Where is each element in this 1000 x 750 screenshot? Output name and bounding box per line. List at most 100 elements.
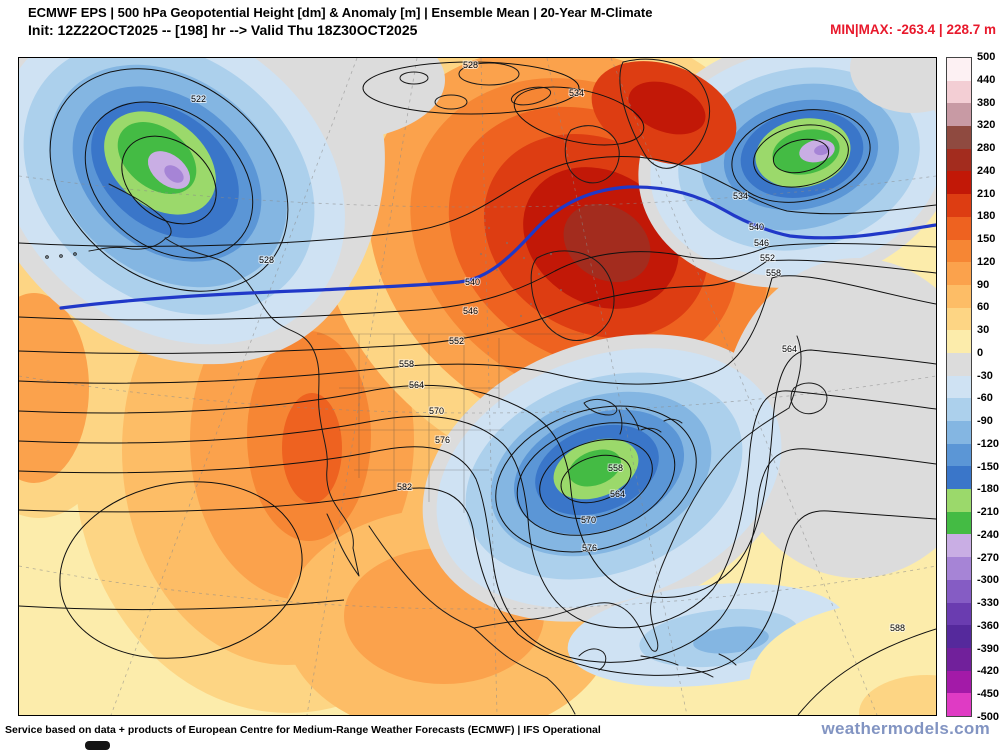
colorbar-tick-label: 150 bbox=[977, 233, 996, 246]
height-contours bbox=[19, 61, 936, 715]
contour-label: 582 bbox=[397, 482, 412, 492]
contour-label: 540 bbox=[465, 277, 480, 287]
colorbar-tick-label: -270 bbox=[977, 551, 1000, 564]
colorbar-band bbox=[947, 443, 971, 467]
coast-pacific bbox=[108, 183, 360, 577]
colorbar-band bbox=[947, 126, 971, 149]
colorbar-band bbox=[947, 194, 971, 217]
colorbar-tick-label: 380 bbox=[977, 96, 996, 109]
colorbar-band bbox=[947, 148, 971, 172]
contour-label: 570 bbox=[429, 406, 444, 416]
contour-labels: 522 528 534 528 540 546 552 558 564 570 576 582 534 5… bbox=[190, 59, 906, 634]
colorbar-tick-label: -330 bbox=[977, 597, 1000, 610]
colorbar-tick-label: -60 bbox=[977, 392, 993, 405]
attribution-text: Service based on data + products of Euro… bbox=[5, 724, 601, 736]
colorbar-band bbox=[947, 647, 971, 671]
arctic-island bbox=[399, 71, 429, 85]
colorbar-band bbox=[947, 80, 971, 104]
contour-label: 558 bbox=[608, 463, 623, 473]
colorbar-tick-label: 280 bbox=[977, 142, 996, 155]
colorbar-band bbox=[947, 58, 971, 81]
coast-labrador bbox=[788, 335, 802, 409]
colorbar-band bbox=[947, 670, 971, 694]
colorbar-band bbox=[947, 489, 971, 512]
colorbar-band bbox=[947, 466, 971, 490]
contour-label: 576 bbox=[582, 543, 597, 553]
colorbar-tick-label: -90 bbox=[977, 415, 993, 428]
contour-label: 588 bbox=[890, 623, 905, 633]
colorbar-band bbox=[947, 216, 971, 240]
colorbar-tick-label: -150 bbox=[977, 460, 1000, 473]
contour-label: 522 bbox=[191, 94, 206, 104]
colorbar-tick-label: -500 bbox=[977, 711, 1000, 723]
watermark: weathermodels.com bbox=[821, 719, 990, 738]
contour-label: 564 bbox=[782, 344, 797, 354]
coast-gulf-atlantic bbox=[473, 407, 790, 652]
colorbar-band bbox=[947, 625, 971, 648]
coast-central-america bbox=[473, 627, 576, 715]
colorbar-tick-label: -300 bbox=[977, 574, 1000, 587]
colorbar-tick-label: 240 bbox=[977, 164, 996, 177]
colorbar-band bbox=[947, 307, 971, 331]
coast-newfoundland bbox=[790, 382, 828, 415]
anomaly-shading bbox=[19, 58, 936, 715]
chart-init-valid: Init: 12Z22OCT2025 -- [198] hr --> Valid… bbox=[28, 22, 418, 38]
colorbar-tick-label: -390 bbox=[977, 642, 1000, 655]
colorbar-tick-label: 500 bbox=[977, 51, 996, 63]
arctic-island bbox=[434, 94, 468, 110]
map-area: 522 528 534 528 540 546 552 558 564 570 576 582 534 5… bbox=[18, 57, 937, 716]
colorbar-band bbox=[947, 352, 971, 376]
coast-yucatan bbox=[578, 648, 607, 671]
coast-mexico bbox=[368, 525, 475, 629]
colorbar-tick-label: 120 bbox=[977, 255, 996, 268]
colorbar-band bbox=[947, 171, 971, 195]
lake-speckles bbox=[479, 226, 563, 322]
colorbar-tick-label: 180 bbox=[977, 210, 996, 223]
colorbar-tick-label: -360 bbox=[977, 619, 1000, 632]
blue-540-contour bbox=[59, 185, 936, 310]
colorbar: 500 440 380 320 280 240 210 180 150 120 90 60 30 0 -30… bbox=[946, 51, 1000, 723]
contour-label: 564 bbox=[610, 489, 625, 499]
colorbar-tick-label: -120 bbox=[977, 437, 1000, 450]
greenland bbox=[619, 58, 711, 169]
contour-label: 552 bbox=[760, 253, 775, 263]
colorbar-tick-label: -210 bbox=[977, 506, 1000, 519]
colorbar-tick-label: -450 bbox=[977, 688, 1000, 701]
colorbar-band bbox=[947, 693, 971, 716]
colorbar-band bbox=[947, 534, 971, 558]
contour-label: 552 bbox=[449, 336, 464, 346]
colorbar-band bbox=[947, 579, 971, 603]
contour-label: 558 bbox=[766, 268, 781, 278]
colorbar-tick-label: -240 bbox=[977, 528, 1000, 541]
colorbar-band bbox=[947, 375, 971, 399]
colorbar-band bbox=[947, 398, 971, 421]
contour-label: 540 bbox=[749, 222, 764, 232]
colorbar-band bbox=[947, 421, 971, 444]
colorbar-tick-label: 440 bbox=[977, 73, 996, 86]
colorbar-tick-label: -30 bbox=[977, 369, 993, 382]
colorbar-tick-label: 0 bbox=[977, 346, 984, 359]
colorbar-tick-label: -180 bbox=[977, 483, 1000, 496]
colorbar-band bbox=[947, 330, 971, 353]
contour-label: 534 bbox=[733, 191, 748, 201]
chart-title: ECMWF EPS | 500 hPa Geopotential Height … bbox=[28, 5, 653, 20]
state-borders bbox=[317, 333, 584, 513]
map-svg: 522 528 534 528 540 546 552 558 564 570 576 582 534 5… bbox=[19, 58, 936, 715]
colorbar-tick-label: 320 bbox=[977, 119, 996, 132]
page-edge-artifact bbox=[85, 741, 110, 750]
arctic-island bbox=[510, 86, 552, 106]
contour-label: 528 bbox=[259, 255, 274, 265]
colorbar-tick-label: 210 bbox=[977, 187, 996, 200]
contour-label: 546 bbox=[754, 238, 769, 248]
colorbar-tick-label: 60 bbox=[977, 301, 990, 314]
colorbar-band bbox=[947, 103, 971, 127]
colorbar-band bbox=[947, 239, 971, 263]
contour-label: 528 bbox=[463, 60, 478, 70]
graticule bbox=[19, 58, 936, 715]
colorbar-tick-label: -420 bbox=[977, 665, 1000, 678]
contour-label: 576 bbox=[435, 435, 450, 445]
arctic-island bbox=[458, 62, 520, 86]
colorbar-tick-label: 30 bbox=[977, 324, 990, 337]
contour-label: 534 bbox=[569, 88, 584, 98]
contour-label: 546 bbox=[463, 306, 478, 316]
